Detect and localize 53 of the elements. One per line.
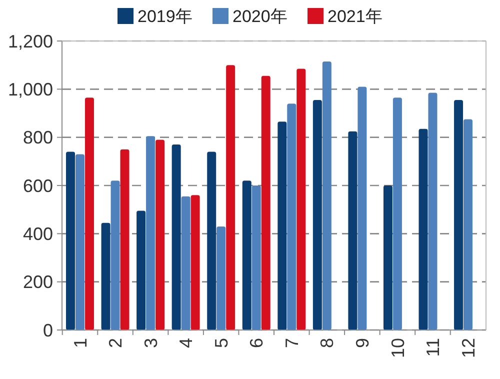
x-tick-label: 1	[70, 338, 90, 348]
bar	[110, 180, 120, 330]
bar	[454, 100, 464, 330]
x-tick-label: 10	[388, 338, 408, 358]
bar	[190, 195, 200, 330]
bar	[216, 226, 226, 330]
legend-label: 2020年	[232, 7, 288, 26]
x-tick-label: 9	[352, 338, 372, 348]
bar	[226, 65, 236, 330]
x-tick-label: 5	[211, 338, 232, 348]
y-tick-label: 1,200	[8, 31, 53, 52]
legend-label: 2019年	[138, 7, 192, 26]
bar	[242, 180, 252, 330]
y-tick-label: 0	[42, 320, 53, 340]
bar	[383, 186, 392, 330]
bar	[181, 196, 190, 330]
bar	[418, 128, 428, 330]
bar	[66, 152, 76, 330]
bar	[428, 92, 438, 330]
y-tick-label: 800	[22, 128, 53, 148]
x-tick-label: 6	[246, 338, 267, 348]
x-tick-label: 7	[282, 338, 302, 348]
x-tick-label: 12	[458, 338, 478, 358]
x-tick-label: 11	[423, 338, 444, 357]
y-tick-label: 200	[22, 272, 53, 292]
bar	[322, 61, 332, 330]
x-tick-label: 3	[140, 338, 161, 348]
y-tick-label: 400	[22, 224, 53, 244]
bar	[136, 210, 146, 330]
bar	[207, 152, 216, 330]
bar	[172, 144, 181, 330]
bar	[120, 149, 130, 330]
y-tick-label: 1,000	[8, 79, 53, 100]
x-tick-label: 4	[176, 338, 196, 348]
x-tick-label: 2	[106, 338, 126, 348]
bar	[464, 119, 473, 330]
bar	[312, 100, 322, 330]
bar	[278, 122, 287, 330]
bar	[156, 140, 165, 330]
bar	[75, 154, 84, 330]
legend-label: 2021年	[328, 7, 382, 26]
bar	[252, 186, 261, 330]
bar	[392, 98, 402, 330]
bar	[146, 136, 156, 330]
y-tick-label: 600	[22, 176, 53, 196]
bar	[358, 86, 367, 330]
x-tick-label: 8	[317, 338, 338, 348]
bar	[261, 76, 270, 330]
bar	[101, 222, 110, 330]
bar	[348, 131, 358, 330]
bar	[84, 98, 94, 330]
bar	[296, 68, 306, 330]
bar	[287, 104, 296, 330]
